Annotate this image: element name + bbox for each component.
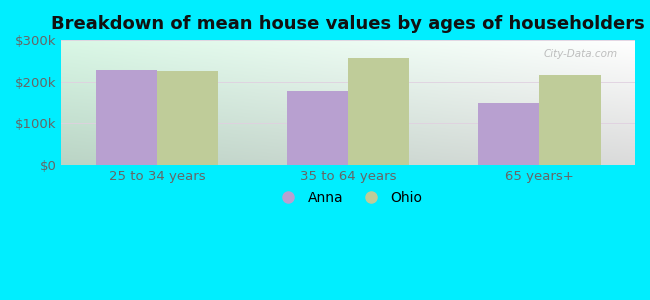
Bar: [287, 91, 348, 165]
Text: City-Data.com: City-Data.com: [543, 49, 618, 59]
Title: Breakdown of mean house values by ages of householders: Breakdown of mean house values by ages o…: [51, 15, 645, 33]
Legend: Anna, Ohio: Anna, Ohio: [268, 185, 428, 210]
Bar: [157, 71, 218, 165]
Bar: [348, 58, 410, 165]
Bar: [478, 103, 540, 165]
Bar: [540, 76, 601, 165]
Bar: [96, 70, 157, 165]
